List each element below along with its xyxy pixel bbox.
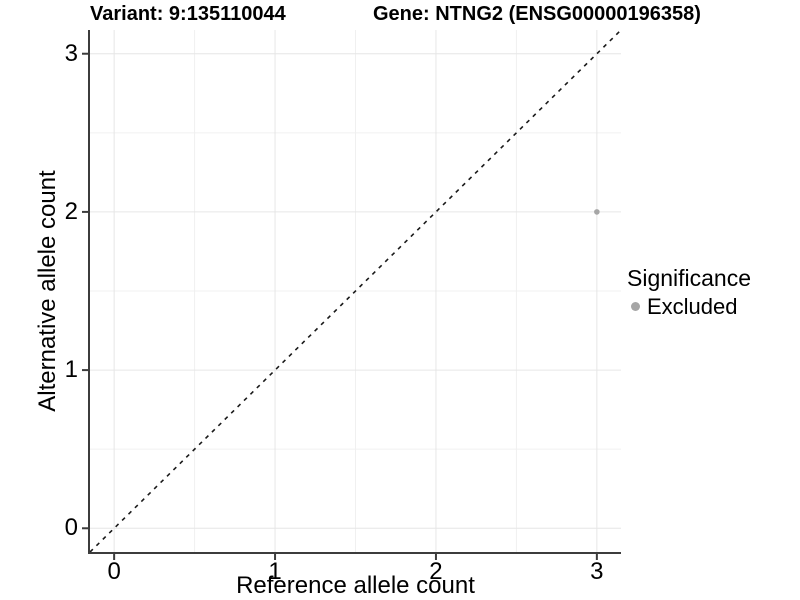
y-tick-label: 3 (64, 39, 78, 67)
x-tick-label: 3 (590, 558, 604, 585)
x-axis-title: Reference allele count (236, 572, 475, 599)
legend-entry-excluded: Excluded (627, 294, 751, 319)
variant-title: Variant: 9:135110044 (90, 3, 286, 25)
y-tick-label: 0 (64, 514, 78, 542)
x-tick-label: 2 (429, 558, 443, 585)
excluded-point-icon (631, 302, 640, 311)
identity-line (89, 29, 622, 553)
legend-title: Significance (627, 265, 752, 291)
y-tick-label: 1 (64, 356, 78, 384)
gene-title: Gene: NTNG2 (ENSG00000196358) (373, 3, 701, 25)
data-point (594, 209, 600, 215)
y-axis-title: Alternative allele count (34, 170, 61, 412)
y-tick-label: 2 (64, 197, 78, 225)
legend-entry-label: Excluded (647, 294, 738, 319)
x-tick-label: 1 (268, 558, 282, 585)
legend: Significance Excluded (627, 265, 751, 319)
x-tick-label: 0 (107, 558, 121, 585)
